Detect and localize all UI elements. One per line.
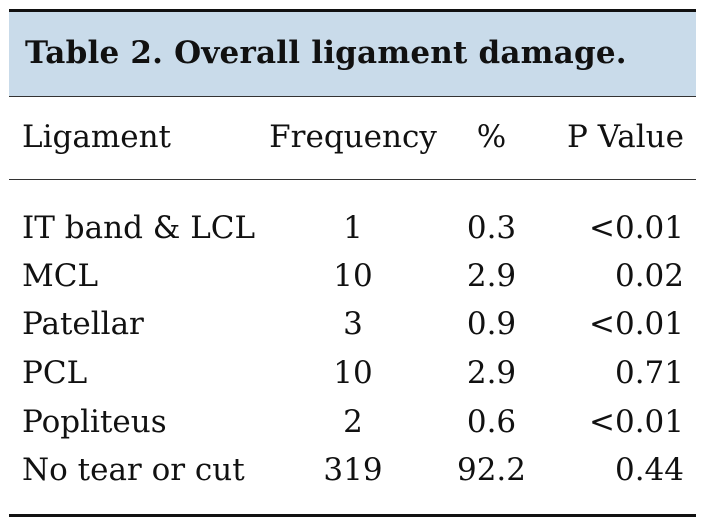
cell-percent: 92.2 bbox=[456, 452, 527, 488]
cell-percent: 2.9 bbox=[466, 355, 517, 391]
header-divider bbox=[9, 179, 696, 180]
table-bottom-rule bbox=[9, 514, 696, 517]
cell-p-value: <0.01 bbox=[589, 306, 684, 342]
cell-percent: 0.6 bbox=[466, 404, 517, 440]
cell-frequency: 10 bbox=[333, 258, 373, 294]
cell-percent: 0.3 bbox=[466, 210, 517, 246]
cell-p-value: 0.71 bbox=[614, 355, 684, 391]
cell-frequency: 319 bbox=[323, 452, 383, 488]
cell-ligament: IT band & LCL bbox=[22, 210, 256, 246]
cell-frequency: 10 bbox=[333, 355, 373, 391]
cell-p-value: <0.01 bbox=[589, 210, 684, 246]
header-ligament: Ligament bbox=[22, 119, 171, 155]
cell-frequency: 3 bbox=[343, 306, 363, 342]
cell-ligament: Patellar bbox=[22, 306, 144, 342]
table-caption-band: Table 2. Overall ligament damage. bbox=[9, 12, 696, 96]
header-frequency: Frequency bbox=[269, 119, 437, 155]
caption-divider bbox=[9, 96, 696, 97]
header-p-value: P Value bbox=[567, 119, 684, 155]
cell-percent: 2.9 bbox=[466, 258, 517, 294]
cell-percent: 0.9 bbox=[466, 306, 517, 342]
cell-ligament: MCL bbox=[22, 258, 99, 294]
cell-p-value: <0.01 bbox=[589, 404, 684, 440]
table-caption: Table 2. Overall ligament damage. bbox=[25, 35, 627, 71]
cell-frequency: 1 bbox=[343, 210, 363, 246]
cell-ligament: No tear or cut bbox=[22, 452, 245, 488]
cell-p-value: 0.02 bbox=[614, 258, 684, 294]
table-top-rule bbox=[9, 9, 696, 12]
ligament-damage-table: Table 2. Overall ligament damage. Ligame… bbox=[9, 9, 696, 517]
cell-p-value: 0.44 bbox=[614, 452, 684, 488]
cell-ligament: PCL bbox=[22, 355, 88, 391]
header-percent: % bbox=[476, 119, 507, 155]
cell-frequency: 2 bbox=[343, 404, 363, 440]
cell-ligament: Popliteus bbox=[22, 404, 167, 440]
